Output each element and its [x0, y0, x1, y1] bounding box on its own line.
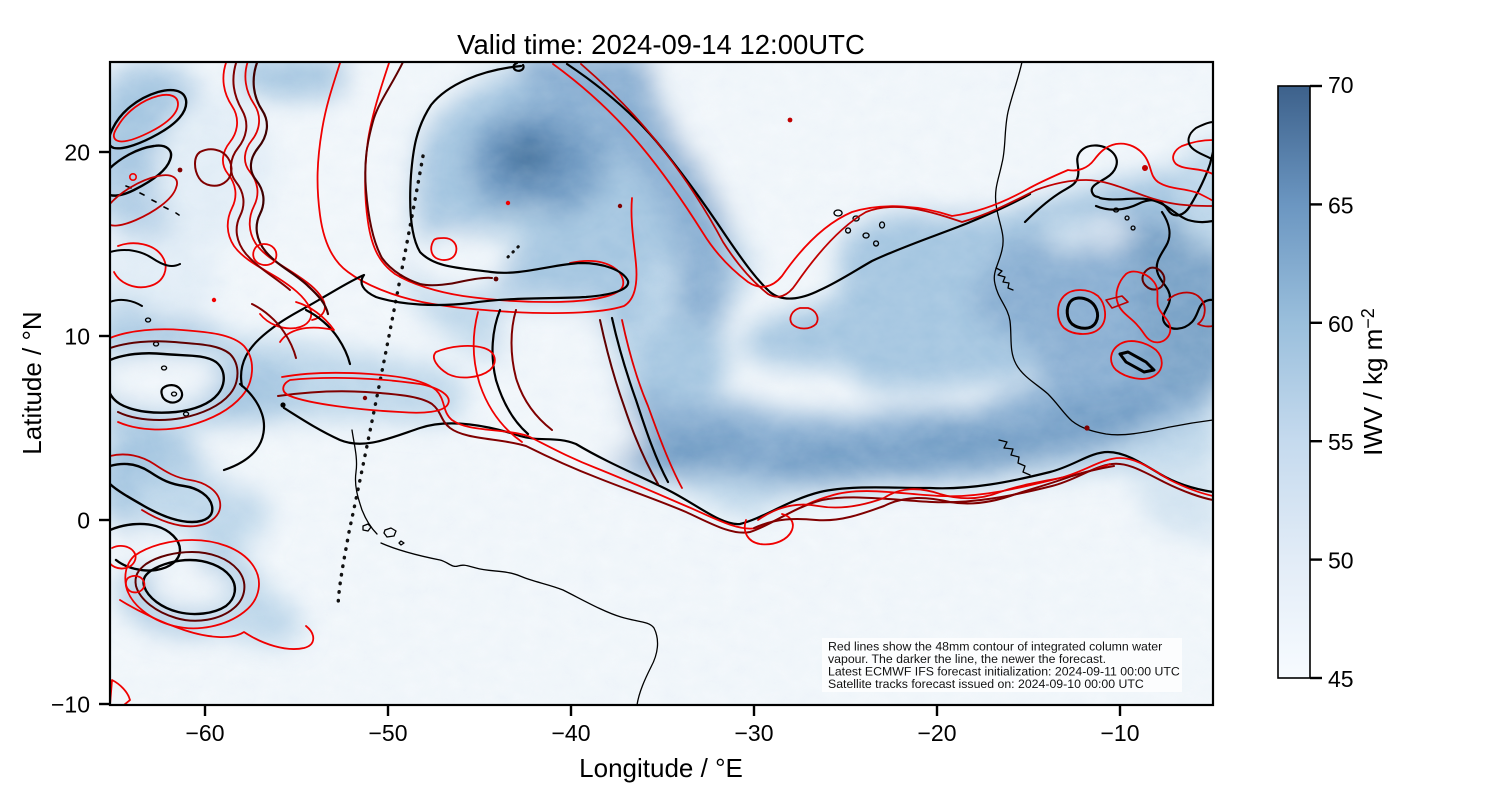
svg-text:50: 50: [1328, 548, 1354, 574]
svg-text:20: 20: [64, 140, 90, 166]
svg-text:70: 70: [1328, 72, 1354, 98]
svg-text:−10: −10: [51, 692, 90, 718]
svg-text:vapour. The darker the line, t: vapour. The darker the line, the newer t…: [828, 652, 1106, 666]
svg-text:Valid time: 2024-09-14 12:00UT: Valid time: 2024-09-14 12:00UTC: [457, 29, 865, 60]
svg-text:0: 0: [77, 508, 90, 534]
svg-text:Red lines show the 48mm contou: Red lines show the 48mm contour of integ…: [828, 640, 1162, 654]
svg-text:55: 55: [1328, 429, 1354, 455]
svg-text:60: 60: [1328, 311, 1354, 337]
svg-text:−50: −50: [368, 720, 407, 746]
svg-text:−40: −40: [551, 720, 590, 746]
svg-text:45: 45: [1328, 666, 1354, 692]
svg-text:−10: −10: [1100, 720, 1139, 746]
svg-text:Latitude / °N: Latitude / °N: [17, 311, 47, 454]
svg-text:Satellite tracks forecast issu: Satellite tracks forecast issued on: 202…: [828, 677, 1144, 691]
svg-text:−60: −60: [185, 720, 224, 746]
svg-text:Longitude / °E: Longitude / °E: [579, 753, 743, 783]
svg-text:10: 10: [64, 324, 90, 350]
svg-text:−20: −20: [917, 720, 956, 746]
svg-text:Latest ECMWF IFS forecast init: Latest ECMWF IFS forecast initialization…: [828, 665, 1180, 679]
svg-text:65: 65: [1328, 192, 1354, 218]
svg-text:−30: −30: [734, 720, 773, 746]
svg-text:IWV / kg m−2: IWV / kg m−2: [1358, 308, 1388, 456]
